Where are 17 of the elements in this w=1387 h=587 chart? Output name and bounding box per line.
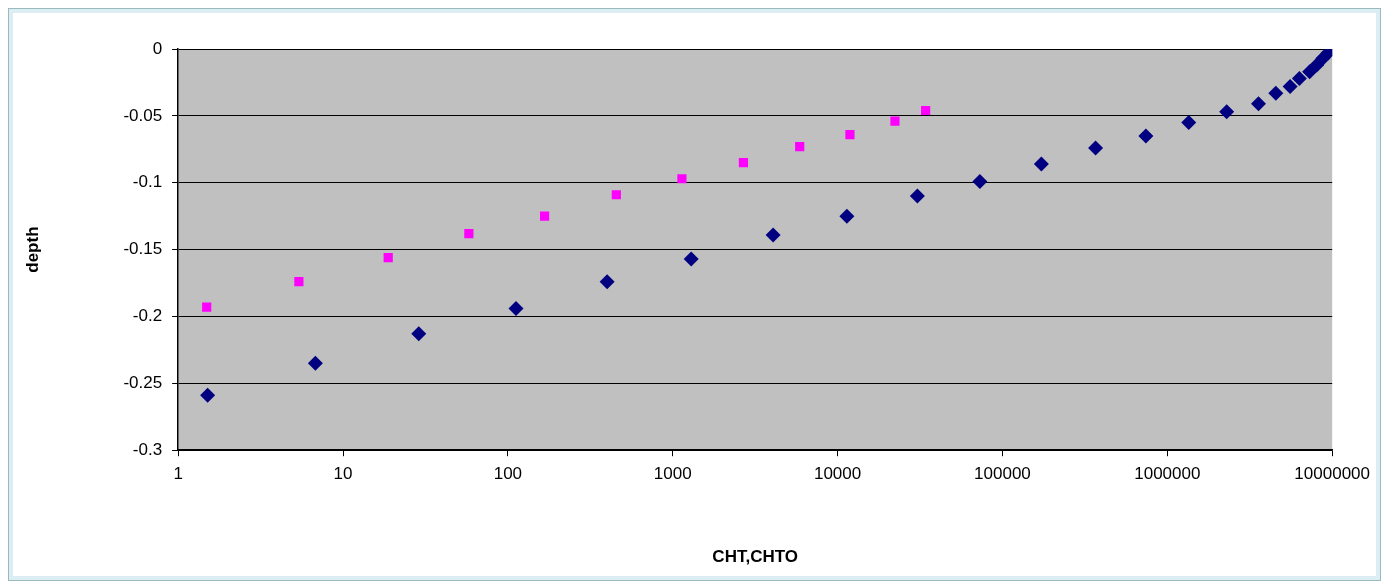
x-tick-label: 100000 (974, 464, 1031, 484)
y-tick-label: -0.25 (123, 373, 163, 393)
y-tick-label: -0.15 (123, 239, 163, 259)
x-tick-label: 1000 (653, 464, 692, 484)
x-axis-title: CHT,CHTO (712, 547, 798, 567)
x-tick-label: 10 (333, 464, 353, 484)
x-tick-label: 100 (493, 464, 523, 484)
x-tick-label: 1 (173, 464, 183, 484)
y-tick-label: -0.2 (132, 306, 163, 326)
x-tick-label: 1000000 (1134, 464, 1201, 484)
y-tick-label: -0.05 (123, 105, 163, 125)
y-tick-label: -0.1 (132, 172, 163, 192)
x-tick-label: 10000 (813, 464, 862, 484)
y-axis-title: depth (22, 226, 42, 273)
y-tick-label: -0.3 (132, 439, 163, 459)
y-tick-label: 0 (152, 38, 163, 58)
x-tick-label: 10000000 (1294, 464, 1370, 484)
